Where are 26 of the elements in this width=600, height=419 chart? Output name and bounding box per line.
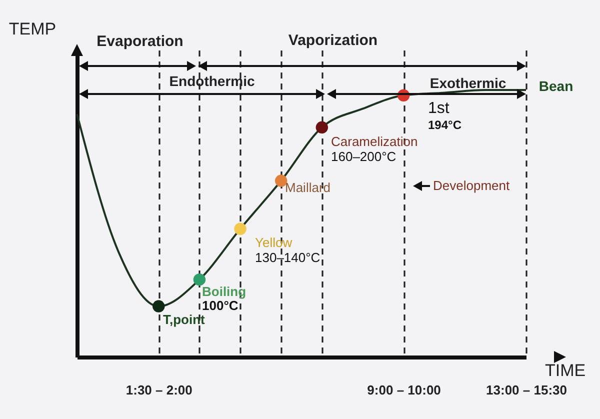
x-tick-label: 1:30 – 2:00 (126, 382, 192, 398)
x-axis-title: TIME (545, 361, 586, 380)
x-tick-label: 9:00 – 10:00 (367, 382, 441, 398)
annotation: Maillard (285, 180, 331, 195)
point (316, 121, 328, 134)
annotation: Yellow (255, 235, 293, 250)
point (193, 273, 206, 286)
annotation: 130–140°C (255, 250, 320, 265)
point (234, 222, 246, 235)
y-axis-title: TEMP (8, 20, 56, 38)
annotation: Development (433, 178, 510, 193)
annotation: 100°C (202, 298, 239, 313)
point (274, 174, 288, 187)
x-tick-label: 13:00 – 15:30 (486, 382, 567, 398)
annotation: Boiling (202, 284, 246, 299)
annotation: T,point (163, 312, 206, 327)
annotation: Exothermic (430, 75, 506, 91)
annotation: 160–200°C (331, 149, 396, 164)
annotation: 194°C (428, 118, 462, 132)
point (152, 300, 165, 312)
text: Bean (538, 78, 574, 94)
text: Endothermic (169, 73, 255, 89)
annotation: 1st (428, 100, 450, 117)
text: Evaporation (96, 33, 184, 50)
annotation: Caramelization (331, 134, 418, 149)
text: Vaporization (288, 32, 378, 49)
